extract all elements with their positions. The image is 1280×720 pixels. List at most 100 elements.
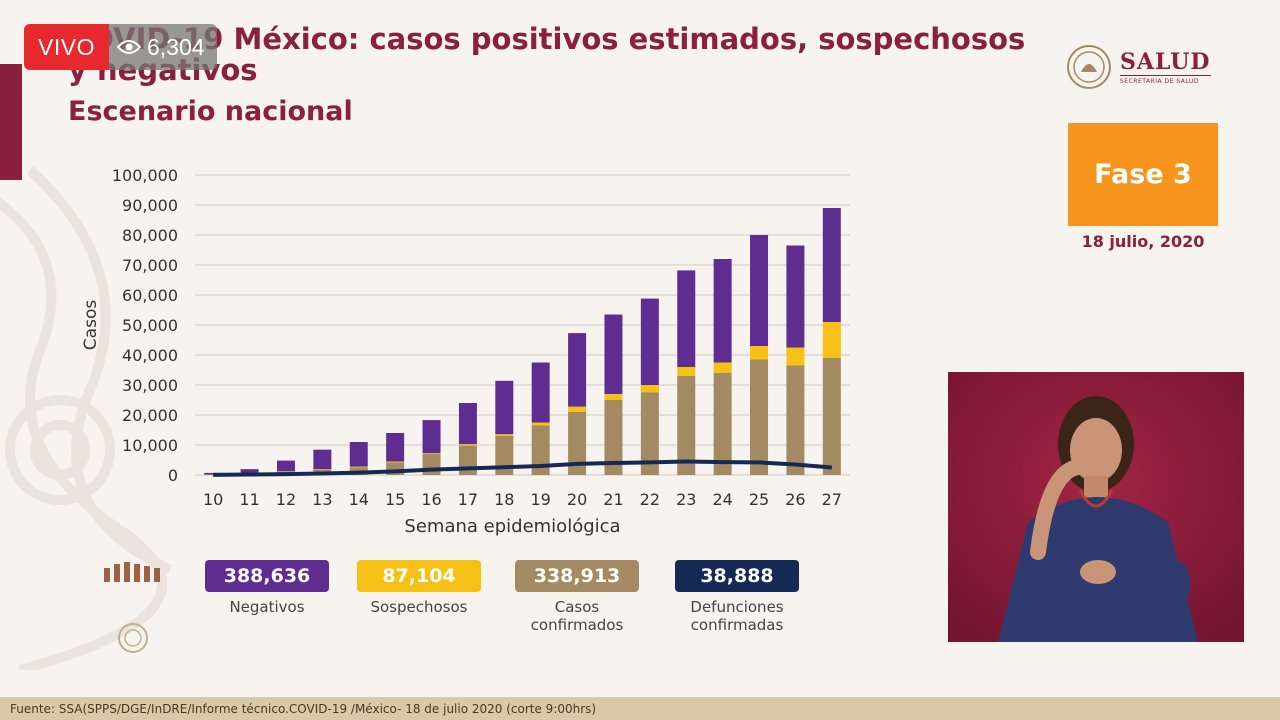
legend-sospechosos-value: 87,104 (357, 560, 481, 592)
x-tick-label: 18 (494, 490, 514, 509)
x-tick-label: 26 (785, 490, 805, 509)
source-footer: Fuente: SSA(SPPS/DGE/InDRE/Informe técni… (0, 697, 1280, 720)
page-title: COVID-19 México: casos positivos estimad… (68, 22, 1026, 87)
bar-negativos (713, 259, 732, 363)
bar-confirmados (713, 373, 732, 475)
x-tick-label: 16 (421, 490, 441, 509)
bar-negativos (531, 362, 550, 423)
view-count: 6,304 (108, 24, 217, 70)
y-tick-label: 0 (168, 466, 178, 485)
bar-sospechosos (786, 347, 805, 366)
view-count-value: 6,304 (146, 33, 205, 60)
bar-confirmados (604, 400, 623, 475)
bar-negativos (495, 380, 514, 435)
y-tick-label: 90,000 (122, 196, 178, 215)
legend-confirmados: 338,913 Casos confirmados (515, 560, 639, 634)
bar-negativos (786, 245, 805, 348)
accent-bar (0, 64, 22, 180)
x-tick-label: 15 (385, 490, 405, 509)
stacked-bar-chart: 0 10,000 20,000 30,000 40,000 50,000 60,000 70,… (81, 166, 850, 537)
line-defunciones (213, 459, 832, 477)
x-tick-label: 23 (676, 490, 696, 509)
bar-sospechosos (568, 406, 587, 412)
bar-negativos (568, 333, 587, 407)
y-tick-label: 60,000 (122, 286, 178, 305)
bar-negativos (458, 403, 477, 445)
bar-sospechosos (531, 422, 550, 426)
bar-sospechosos (349, 466, 368, 468)
sign-language-interpreter-video (948, 372, 1244, 642)
bar-negativos (422, 420, 441, 454)
x-tick-label: 11 (239, 490, 259, 509)
x-axis-label: Semana epidemiológica (404, 516, 620, 537)
bar-negativos (313, 449, 332, 470)
y-tick-label: 30,000 (122, 376, 178, 395)
live-label: VIVO (24, 24, 109, 70)
legend-sospechosos: 87,104 Sospechosos (357, 560, 481, 616)
y-tick-label: 100,000 (112, 166, 178, 185)
y-tick-label: 40,000 (122, 346, 178, 365)
eye-icon (116, 40, 141, 54)
bar-negativos (677, 270, 696, 367)
interpreter-person-icon (948, 372, 1244, 642)
bar-negativos (276, 460, 295, 472)
bar-confirmados (750, 359, 769, 475)
legend-confirmados-label: Casos confirmados (530, 598, 624, 634)
legend-defunciones-value: 38,888 (675, 560, 799, 592)
legend-negativos: 388,636 Negativos (205, 560, 329, 616)
x-tick-label: 17 (458, 490, 478, 509)
x-tick-label: 27 (822, 490, 842, 509)
x-tick-label: 12 (276, 490, 296, 509)
bar-negativos (240, 469, 259, 474)
bar-confirmados (531, 425, 550, 475)
bar-sospechosos (458, 444, 477, 446)
phase-date: 18 julio, 2020 (1081, 232, 1205, 251)
x-tick-label: 22 (640, 490, 660, 509)
bar-negativos (822, 208, 841, 322)
x-tick-label: 21 (603, 490, 623, 509)
bar-sospechosos (640, 385, 659, 393)
y-tick-label: 20,000 (122, 406, 178, 425)
logo-subtitle: SECRETARÍA DE SALUD (1120, 75, 1211, 85)
y-tick-label: 80,000 (122, 226, 178, 245)
bar-sospechosos (822, 322, 841, 358)
page-subtitle: Escenario nacional (68, 96, 353, 127)
x-tick-label: 14 (349, 490, 369, 509)
legend-defunciones-label: Defunciones confirmadas (690, 598, 784, 634)
legend-negativos-label: Negativos (229, 598, 305, 616)
x-tick-label: 24 (712, 490, 732, 509)
live-badge[interactable]: VIVO 6,304 (24, 24, 217, 70)
y-tick-label: 10,000 (122, 436, 178, 455)
salud-logo: SALUD SECRETARÍA DE SALUD (1066, 44, 1211, 90)
bar-negativos (640, 298, 659, 385)
legend-confirmados-value: 338,913 (515, 560, 639, 592)
bar-negativos (750, 235, 769, 346)
y-tick-label: 50,000 (122, 316, 178, 335)
phase-badge: Fase 3 (1068, 123, 1218, 226)
bar-sospechosos (677, 367, 696, 376)
bar-sospechosos (713, 362, 732, 373)
legend-negativos-value: 388,636 (205, 560, 329, 592)
x-tick-label: 10 (203, 490, 223, 509)
bar-sospechosos (495, 434, 514, 436)
x-tick-label: 20 (567, 490, 587, 509)
bar-sospechosos (422, 453, 441, 454)
bar-negativos (349, 442, 368, 467)
bar-sospechosos (386, 461, 405, 463)
legend-sospechosos-label: Sospechosos (370, 598, 468, 616)
bar-sospechosos (750, 346, 769, 360)
logo-name: SALUD (1120, 49, 1211, 75)
bar-negativos (604, 314, 623, 394)
gobierno-emblem-icon (104, 562, 160, 653)
x-tick-label: 13 (312, 490, 332, 509)
bar-confirmados (640, 392, 659, 475)
legend-defunciones: 38,888 Defunciones confirmadas (675, 560, 799, 634)
bar-confirmados (677, 376, 696, 475)
eagle-emblem-icon (1067, 45, 1111, 89)
bar-negativos (386, 433, 405, 462)
x-tick-label: 19 (531, 490, 551, 509)
y-axis-label: Casos (81, 300, 101, 351)
x-tick-label: 25 (749, 490, 769, 509)
bar-confirmados (822, 358, 841, 475)
background-pattern (0, 166, 173, 670)
